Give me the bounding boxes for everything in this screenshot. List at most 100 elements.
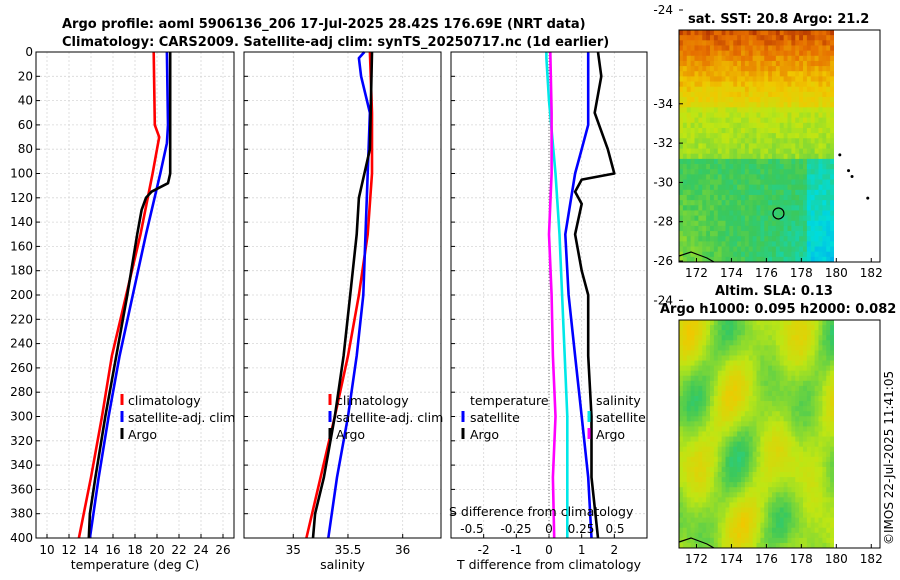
map-cell xyxy=(783,330,788,336)
map-cell xyxy=(721,241,726,247)
map-cell xyxy=(682,184,688,191)
map-cell xyxy=(679,320,684,326)
map-cell xyxy=(721,112,726,119)
map-cell xyxy=(729,97,734,103)
map-cell xyxy=(710,370,715,377)
map-cell xyxy=(772,416,777,422)
map-cell xyxy=(717,164,723,170)
map-cell xyxy=(830,138,835,144)
map-cell xyxy=(810,330,816,336)
map-cell xyxy=(779,385,785,392)
map-cell xyxy=(760,522,765,529)
map-cell xyxy=(725,143,730,149)
map-cell xyxy=(764,461,769,468)
map-cell xyxy=(818,320,823,326)
map-cell xyxy=(803,179,808,186)
map-cell xyxy=(803,497,808,503)
y-tick-label: 200 xyxy=(10,288,33,302)
map-cell xyxy=(744,256,750,263)
map-cell xyxy=(698,365,703,372)
map-cell xyxy=(702,380,707,387)
map-cell xyxy=(710,251,715,258)
map-cell xyxy=(725,45,730,52)
map-cell xyxy=(679,466,684,473)
map-cell xyxy=(679,487,684,493)
map-cell xyxy=(795,360,800,366)
map-cell xyxy=(706,122,711,129)
map-cell xyxy=(768,138,773,144)
map-cell xyxy=(768,174,773,180)
map-cell xyxy=(772,81,777,88)
map-cell xyxy=(717,210,723,216)
map-cell xyxy=(799,340,804,346)
map-cell xyxy=(791,466,796,473)
map-cell xyxy=(710,45,715,52)
map-cell xyxy=(814,421,819,427)
map-cell xyxy=(783,179,788,186)
map-cell xyxy=(791,456,796,463)
map-cell xyxy=(818,411,823,417)
map-cell xyxy=(686,76,692,82)
map-cell xyxy=(686,375,692,382)
map-cell xyxy=(717,385,723,392)
map-cell xyxy=(826,112,831,119)
map-cell xyxy=(686,55,692,62)
map-cell xyxy=(814,225,819,232)
map-cell xyxy=(686,102,692,108)
map-cell xyxy=(690,411,695,417)
map-cell xyxy=(690,512,695,518)
map-cell xyxy=(721,45,726,52)
map-cell xyxy=(787,350,792,356)
map-cell xyxy=(756,365,761,372)
map-cell xyxy=(721,416,726,422)
map-cell xyxy=(729,251,734,258)
map-cell xyxy=(752,472,757,478)
map-cell xyxy=(822,45,827,52)
map-cell xyxy=(810,60,816,67)
map-cell xyxy=(775,40,781,46)
map-cell xyxy=(795,236,800,242)
map-cell xyxy=(799,66,804,72)
map-cell xyxy=(756,112,761,119)
map-cell xyxy=(795,416,800,422)
map-cell xyxy=(810,517,816,524)
map-cell xyxy=(698,350,703,356)
map-cell xyxy=(744,220,750,227)
map-cell xyxy=(806,60,812,67)
map-cell xyxy=(690,184,695,191)
map-cell xyxy=(756,522,761,529)
map-cell xyxy=(686,360,692,366)
map-cell xyxy=(756,236,761,242)
map-cell xyxy=(744,325,750,331)
map-cell xyxy=(783,401,788,407)
map-cell xyxy=(690,360,695,366)
map-cell xyxy=(818,256,823,263)
map-cell xyxy=(772,76,777,82)
map-cell xyxy=(803,517,808,524)
map-cell xyxy=(702,251,707,258)
x-tick-label: 22 xyxy=(171,543,186,557)
map-cell xyxy=(791,102,796,108)
map-cell xyxy=(799,380,804,387)
map-cell xyxy=(690,385,695,392)
map-cell xyxy=(686,117,692,124)
map-cell xyxy=(729,91,734,98)
map-cell xyxy=(690,456,695,463)
map-cell xyxy=(744,406,750,412)
map-cell xyxy=(752,335,757,341)
map-cell xyxy=(818,231,823,237)
map-x-tick-label: 178 xyxy=(790,266,813,280)
map-cell xyxy=(679,472,684,478)
map-cell xyxy=(721,246,726,253)
map-cell xyxy=(775,55,781,62)
map-cell xyxy=(822,340,827,346)
series-line-t-argo xyxy=(573,51,616,539)
map-cell xyxy=(810,380,816,387)
map-cell xyxy=(686,385,692,392)
map-cell xyxy=(756,385,761,392)
map-cell xyxy=(760,446,765,453)
map-cell xyxy=(783,236,788,242)
map-cell xyxy=(690,487,695,493)
map-cell xyxy=(779,169,785,175)
map-cell xyxy=(795,522,800,529)
